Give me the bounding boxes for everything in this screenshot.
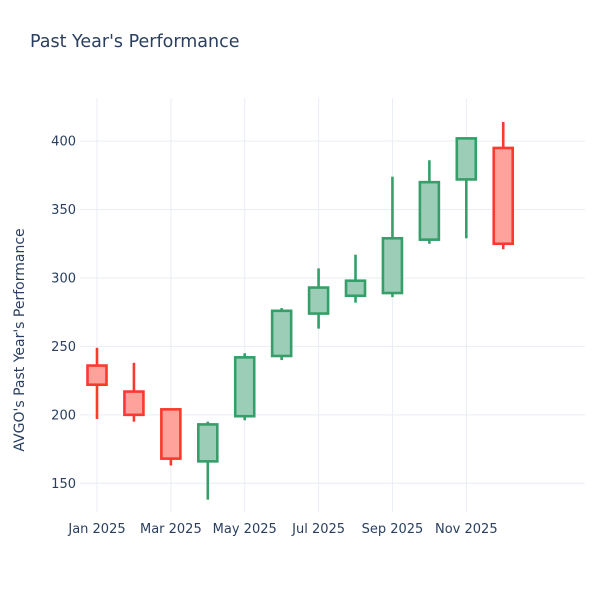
candle-body xyxy=(344,279,367,298)
candle-sep-2025[interactable] xyxy=(381,176,404,298)
candle-nov-2025[interactable] xyxy=(455,137,478,239)
candle-body xyxy=(307,286,330,315)
candle-may-2025[interactable] xyxy=(233,353,256,421)
y-tick-label: 250 xyxy=(51,340,76,355)
y-tick-label: 400 xyxy=(51,135,76,150)
candle-body xyxy=(123,390,145,417)
x-tick-label: Jan 2025 xyxy=(67,522,125,537)
x-tick-label: Nov 2025 xyxy=(435,522,498,537)
y-tick-label: 300 xyxy=(51,271,76,286)
y-tick-label: 350 xyxy=(51,203,76,218)
candle-dec-2025[interactable] xyxy=(492,121,515,250)
candle-body xyxy=(418,180,441,241)
chart-title: Past Year's Performance xyxy=(30,32,240,52)
y-tick-label: 200 xyxy=(51,408,76,423)
candle-body xyxy=(270,309,293,358)
candle-body xyxy=(492,146,515,246)
x-tick-label: Jul 2025 xyxy=(291,522,345,537)
y-tick-label: 150 xyxy=(51,477,76,492)
x-tick-label: May 2025 xyxy=(213,522,277,537)
candle-apr-2025[interactable] xyxy=(196,421,219,500)
candle-jan-2025[interactable] xyxy=(86,347,108,419)
candle-body xyxy=(86,364,108,387)
candle-jul-2025[interactable] xyxy=(307,268,330,329)
candle-body xyxy=(196,423,219,463)
candle-body xyxy=(381,236,404,295)
candle-body xyxy=(455,137,478,181)
candle-feb-2025[interactable] xyxy=(123,362,145,422)
x-tick-label: Sep 2025 xyxy=(362,522,424,537)
candle-jun-2025[interactable] xyxy=(270,308,293,361)
candle-aug-2025[interactable] xyxy=(344,254,367,303)
candle-body xyxy=(160,408,182,460)
x-tick-label: Mar 2025 xyxy=(140,522,202,537)
candle-mar-2025[interactable] xyxy=(160,408,182,466)
candle-body xyxy=(233,356,256,418)
candle-oct-2025[interactable] xyxy=(418,160,441,244)
